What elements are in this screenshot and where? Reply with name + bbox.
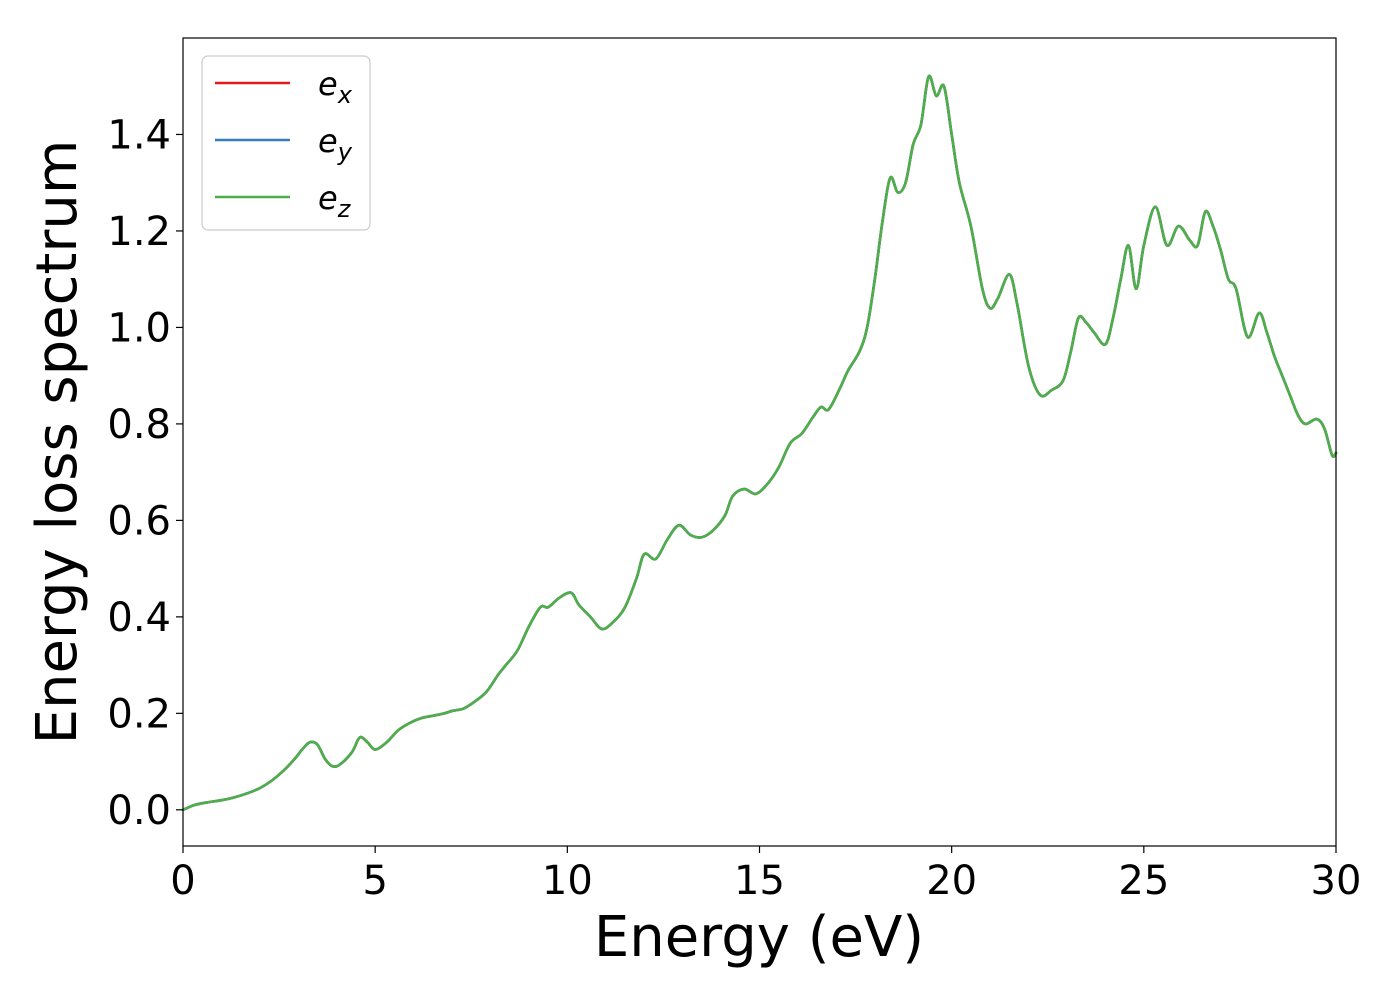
legend-box: [201, 55, 371, 231]
legend-label-ex: ex: [318, 65, 353, 109]
y-tick-label: 0.6: [107, 498, 171, 544]
y-tick-label: 0.0: [107, 788, 171, 834]
y-tick-label: 0.8: [107, 402, 171, 448]
y-tick-label: 1.4: [107, 112, 171, 158]
series-line-e-z: [181, 74, 1338, 812]
y-tick-label: 1.2: [107, 209, 171, 255]
x-tick-label: 30: [1311, 858, 1362, 904]
x-tick-label: 5: [362, 858, 387, 904]
x-tick-label: 20: [926, 858, 977, 904]
x-axis-ticks: 0 5 10 15 20 25 30: [170, 846, 1361, 904]
y-axis-title: Energy loss spectrum: [25, 140, 90, 745]
series-layer: [181, 74, 1338, 812]
legend-label-ey: ey: [318, 122, 353, 166]
y-axis-ticks: 0.0 0.2 0.4 0.6 0.8 1.0 1.2 1.4: [107, 112, 183, 834]
x-tick-label: 0: [170, 858, 195, 904]
x-tick-label: 10: [542, 858, 593, 904]
y-tick-label: 0.2: [107, 691, 171, 737]
y-tick-label: 0.4: [107, 595, 171, 641]
legend-label-ez: ez: [318, 179, 352, 223]
x-tick-label: 25: [1118, 858, 1169, 904]
y-tick-label: 1.0: [107, 305, 171, 351]
legend: ex ey ez: [201, 55, 371, 231]
x-axis-title: Energy (eV): [594, 905, 924, 970]
x-tick-label: 15: [734, 858, 785, 904]
